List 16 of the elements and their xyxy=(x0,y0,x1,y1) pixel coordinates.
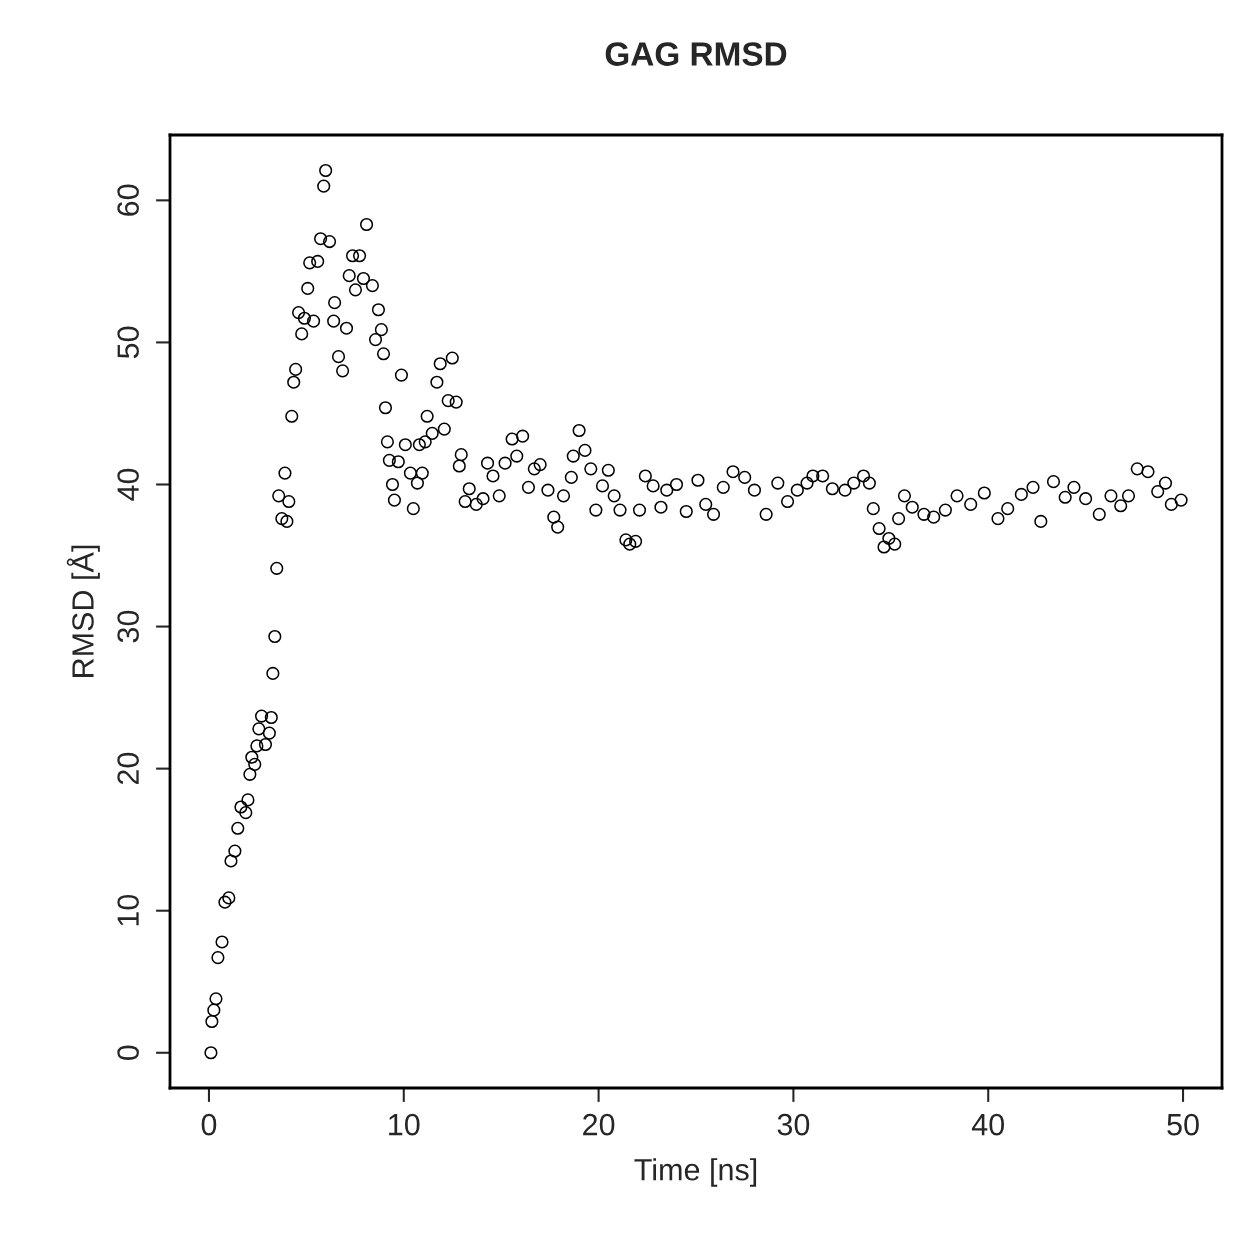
y-tick-label: 20 xyxy=(117,752,139,785)
x-tick-label: 30 xyxy=(777,1113,810,1136)
y-tick-label: 0 xyxy=(117,1045,139,1061)
y-tick-label: 40 xyxy=(117,468,139,501)
y-tick-label: 60 xyxy=(117,184,139,216)
chart-title: GAG RMSD xyxy=(605,42,787,66)
x-tick-label: 10 xyxy=(389,1113,420,1136)
x-tick-label: 20 xyxy=(583,1113,615,1136)
y-tick-label: 50 xyxy=(117,326,139,359)
x-tick-label: 50 xyxy=(1167,1113,1199,1136)
x-tick-label: 40 xyxy=(971,1113,1005,1136)
y-axis-title: RMSD [Å] xyxy=(66,545,100,677)
x-tick-label: 0 xyxy=(201,1113,217,1136)
y-tick-label: 10 xyxy=(117,894,139,926)
x-axis-title: Time [ns] xyxy=(634,1158,757,1187)
y-tick-label: 30 xyxy=(117,610,139,643)
